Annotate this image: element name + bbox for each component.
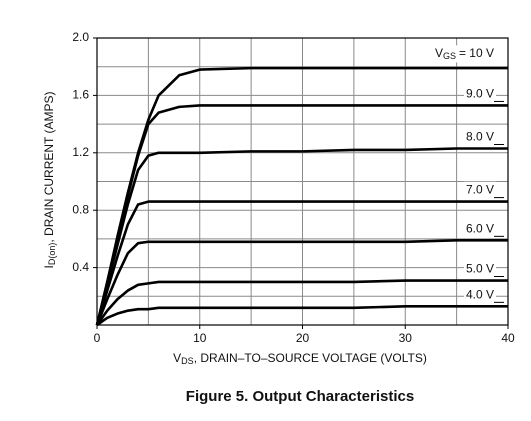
series-name: 6.0 V xyxy=(466,222,494,236)
legend-symbol-main: V xyxy=(435,46,443,60)
series-line xyxy=(95,104,508,326)
x-tick-label: 40 xyxy=(501,331,515,345)
x-label-main: V xyxy=(173,351,181,365)
series-label-text: 9.0 V xyxy=(466,87,494,101)
series-label: VGS = 10 V xyxy=(432,45,496,63)
x-tick-label: 0 xyxy=(94,331,101,345)
series-label-text: 6.0 V xyxy=(466,222,494,236)
label-background xyxy=(463,220,496,237)
y-axis-label: ID(on), DRAIN CURRENT (AMPS) xyxy=(42,92,57,269)
series-name: 5.0 V xyxy=(466,262,494,276)
series-label: 5.0 V xyxy=(463,260,504,278)
series-label: 4.0 V xyxy=(463,286,504,303)
y-tick-label: 0.4 xyxy=(72,260,89,274)
y-tick-label: 1.6 xyxy=(72,88,89,102)
x-tick-label: 20 xyxy=(296,331,310,345)
series-line xyxy=(95,279,508,326)
series-line xyxy=(95,200,508,326)
label-background xyxy=(463,85,496,102)
series-line xyxy=(95,147,508,326)
series-name: 4.0 V xyxy=(466,288,494,302)
legend-symbol-sub: GS xyxy=(443,52,456,62)
label-background xyxy=(432,45,496,63)
y-label-rest: , DRAIN CURRENT (AMPS) xyxy=(42,92,56,243)
series-line xyxy=(95,239,508,326)
label-background xyxy=(463,181,496,198)
series-name: = 10 V xyxy=(459,46,494,60)
label-background xyxy=(463,260,496,277)
series-name: 8.0 V xyxy=(466,130,494,144)
x-axis-label: VDS, DRAIN–TO–SOURCE VOLTAGE (VOLTS) xyxy=(173,351,427,366)
x-tick-label: 10 xyxy=(193,331,207,345)
series-label: 6.0 V xyxy=(463,220,504,237)
series-label-text: VGS = 10 V xyxy=(435,46,494,61)
x-label-rest: , DRAIN–TO–SOURCE VOLTAGE (VOLTS) xyxy=(194,351,427,365)
x-label-sub: DS xyxy=(181,356,194,366)
y-tick-label: 0.8 xyxy=(72,202,89,216)
series-label-text: 8.0 V xyxy=(466,130,494,144)
y-tick-label: 2.0 xyxy=(72,30,89,44)
series-label: 8.0 V xyxy=(463,128,504,145)
series-label-text: 7.0 V xyxy=(466,183,494,197)
chart-caption: Figure 5. Output Characteristics xyxy=(186,388,414,405)
series-label-text: 4.0 V xyxy=(466,288,494,302)
series-name: 7.0 V xyxy=(466,183,494,197)
series-label: 9.0 V xyxy=(463,85,504,102)
series-label: 7.0 V xyxy=(463,181,504,199)
label-background xyxy=(463,128,496,145)
x-tick-label: 30 xyxy=(399,331,413,345)
y-tick-label: 1.2 xyxy=(72,145,89,159)
y-label-main: I xyxy=(42,265,56,268)
series-name: 9.0 V xyxy=(466,87,494,101)
series-line xyxy=(96,305,508,327)
series-label-text: 5.0 V xyxy=(466,262,494,276)
label-background xyxy=(463,286,496,303)
y-label-sub: D(on) xyxy=(47,243,57,266)
